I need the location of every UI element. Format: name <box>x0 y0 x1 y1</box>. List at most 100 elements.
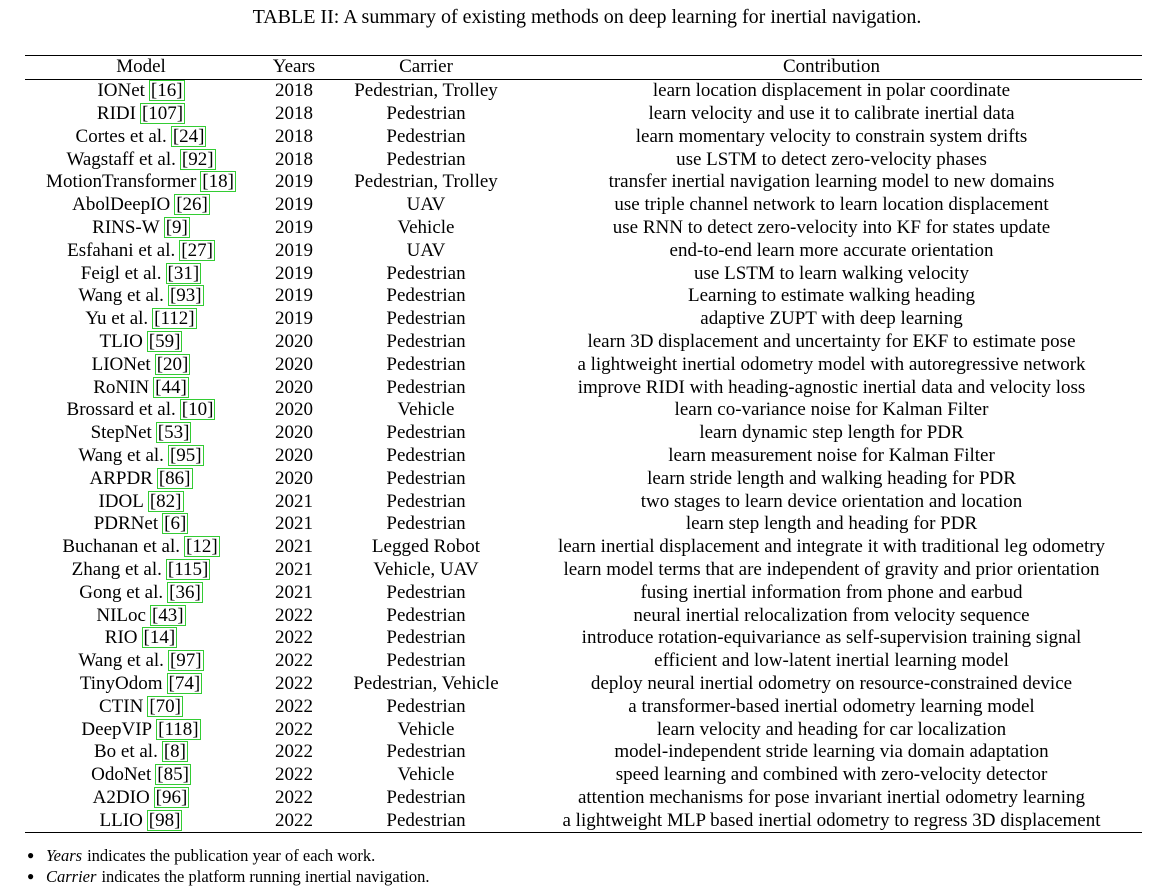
cell-contribution: fusing inertial information from phone a… <box>640 581 1023 603</box>
cell-carrier: Pedestrian <box>386 125 466 147</box>
citation-link[interactable]: [14] <box>141 627 178 649</box>
cell-year: 2022 <box>275 718 313 740</box>
bullet-icon: ● <box>27 848 35 862</box>
cell-model: RoNIN [44] <box>25 376 257 399</box>
model-name: StepNet <box>90 422 152 444</box>
cell-model: RIO [14] <box>25 627 257 650</box>
cell-model: Zhang et al. [115] <box>25 558 257 582</box>
citation-link[interactable]: [96] <box>153 786 190 808</box>
citation-link[interactable]: [118] <box>156 718 201 740</box>
cell-year: 2019 <box>275 239 313 261</box>
cell-contribution: model-independent stride learning via do… <box>614 741 1049 763</box>
cell-model: Wang et al. [97] <box>25 650 257 673</box>
note-text: indicates the platform running inertial … <box>101 867 430 886</box>
citation-link[interactable]: [107] <box>139 102 186 124</box>
table-row: Wang et al. [95] 2020 Pedestrian learn measu… <box>25 444 1142 468</box>
cell-carrier: UAV <box>406 239 446 261</box>
cell-contribution: learn stride length and walking heading … <box>647 467 1016 489</box>
summary-table: Model Years Carrier Contribution IONet [1… <box>25 55 1142 833</box>
cell-contribution: efficient and low-latent inertial learni… <box>654 650 1009 672</box>
citation-link[interactable]: [82] <box>147 490 184 512</box>
citation-link[interactable]: [70] <box>147 695 183 717</box>
cell-model: IONet [16] <box>25 79 257 102</box>
cell-year: 2018 <box>275 80 313 102</box>
table-row: Esfahani et al. [27] 2019 UAV end-to-end lea… <box>25 239 1142 262</box>
cell-model: MotionTransformer [18] <box>25 171 257 194</box>
citation-link[interactable]: [27] <box>179 239 215 261</box>
cell-model: RINS-W [9] <box>25 216 257 240</box>
cell-carrier: Legged Robot <box>371 536 481 558</box>
table-row: LLIO [98] 2022 Pedestrian a lightweight MLP … <box>25 809 1142 833</box>
cell-contribution: a lightweight MLP based inertial odometr… <box>562 809 1101 831</box>
citation-link[interactable]: [8] <box>161 741 188 763</box>
citation-link[interactable]: [98] <box>146 809 183 831</box>
citation-link[interactable]: [95] <box>167 444 204 466</box>
header-row: Model Years Carrier Contribution <box>25 55 1142 80</box>
cell-contribution: use LSTM to detect zero-velocity phases <box>676 148 987 170</box>
cell-model: Feigl et al. [31] <box>25 262 257 285</box>
cell-carrier: Pedestrian <box>386 353 466 375</box>
citation-link[interactable]: [31] <box>165 262 202 284</box>
cell-contribution: learn step length and heading for PDR <box>685 513 978 535</box>
cell-year: 2019 <box>275 194 313 216</box>
cell-year: 2022 <box>275 741 313 763</box>
cell-model: CTIN [70] <box>25 695 257 718</box>
table-row: IDOL [82] 2021 Pedestrian two stages to lear… <box>25 490 1142 513</box>
citation-link[interactable]: [12] <box>184 536 220 558</box>
citation-link[interactable]: [44] <box>153 376 189 398</box>
table-row: IONet [16] 2018 Pedestrian, Trolley learn lo… <box>25 79 1142 102</box>
citation-link[interactable]: [24] <box>170 125 207 147</box>
table-row: Gong et al. [36] 2021 Pedestrian fusing iner… <box>25 581 1142 604</box>
cell-year: 2022 <box>275 809 313 831</box>
model-name: Wang et al. <box>78 444 164 466</box>
citation-link[interactable]: [26] <box>174 194 210 216</box>
cell-carrier: Pedestrian <box>386 627 466 649</box>
cell-model: Wagstaff et al. [92] <box>25 148 257 171</box>
citation-link[interactable]: [59] <box>146 330 183 352</box>
table-body: IONet [16] 2018 Pedestrian, Trolley learn lo… <box>25 79 1142 833</box>
citation-link[interactable]: [115] <box>165 558 211 580</box>
citation-link[interactable]: [112] <box>152 308 197 330</box>
cell-year: 2019 <box>275 216 313 238</box>
cell-year: 2020 <box>275 330 313 352</box>
model-name: Esfahani et al. <box>67 239 176 261</box>
cell-model: Brossard et al. [10] <box>25 399 257 422</box>
cell-model: A2DIO [96] <box>25 786 257 810</box>
cell-carrier: Pedestrian <box>386 262 466 284</box>
model-name: Feigl et al. <box>80 262 162 284</box>
cell-carrier: Vehicle <box>397 216 455 238</box>
citation-link[interactable]: [16] <box>148 80 185 102</box>
cell-model: LLIO [98] <box>25 809 257 832</box>
model-name: RoNIN <box>93 376 150 398</box>
table-row: OdoNet [85] 2022 Vehicle speed learning and … <box>25 764 1142 787</box>
header-carrier: Carrier <box>399 56 453 78</box>
cell-contribution: deploy neural inertial odometry on resou… <box>590 672 1073 694</box>
cell-contribution: Learning to estimate walking heading <box>687 285 976 307</box>
cell-contribution: learn inertial displacement and integrat… <box>557 536 1106 558</box>
citation-link[interactable]: [10] <box>179 399 216 421</box>
citation-link[interactable]: [92] <box>179 148 216 170</box>
citation-link[interactable]: [20] <box>154 353 191 375</box>
citation-link[interactable]: [9] <box>163 216 190 238</box>
cell-carrier: Pedestrian <box>386 786 466 808</box>
citation-link[interactable]: [36] <box>167 581 203 603</box>
citation-link[interactable]: [18] <box>200 171 236 193</box>
citation-link[interactable]: [53] <box>155 422 192 444</box>
cell-carrier: Pedestrian, Trolley <box>354 171 498 193</box>
citation-link[interactable]: [93] <box>167 285 204 307</box>
model-name: Wang et al. <box>78 285 164 307</box>
citation-link[interactable]: [43] <box>149 604 186 626</box>
citation-link[interactable]: [97] <box>167 650 204 672</box>
citation-link[interactable]: [85] <box>155 764 191 786</box>
cell-contribution: learn momentary velocity to constrain sy… <box>635 125 1028 147</box>
header-contribution: Contribution <box>782 56 881 78</box>
citation-link[interactable]: [6] <box>162 513 189 535</box>
cell-contribution: adaptive ZUPT with deep learning <box>700 308 963 330</box>
citation-link[interactable]: [74] <box>166 672 203 694</box>
model-name: PDRNet <box>93 513 159 535</box>
citation-link[interactable]: [86] <box>156 467 193 489</box>
cell-contribution: transfer inertial navigation learning mo… <box>608 171 1055 193</box>
cell-carrier: Pedestrian <box>386 467 466 489</box>
table-row: NILoc [43] 2022 Pedestrian neural inertial r… <box>25 604 1142 627</box>
